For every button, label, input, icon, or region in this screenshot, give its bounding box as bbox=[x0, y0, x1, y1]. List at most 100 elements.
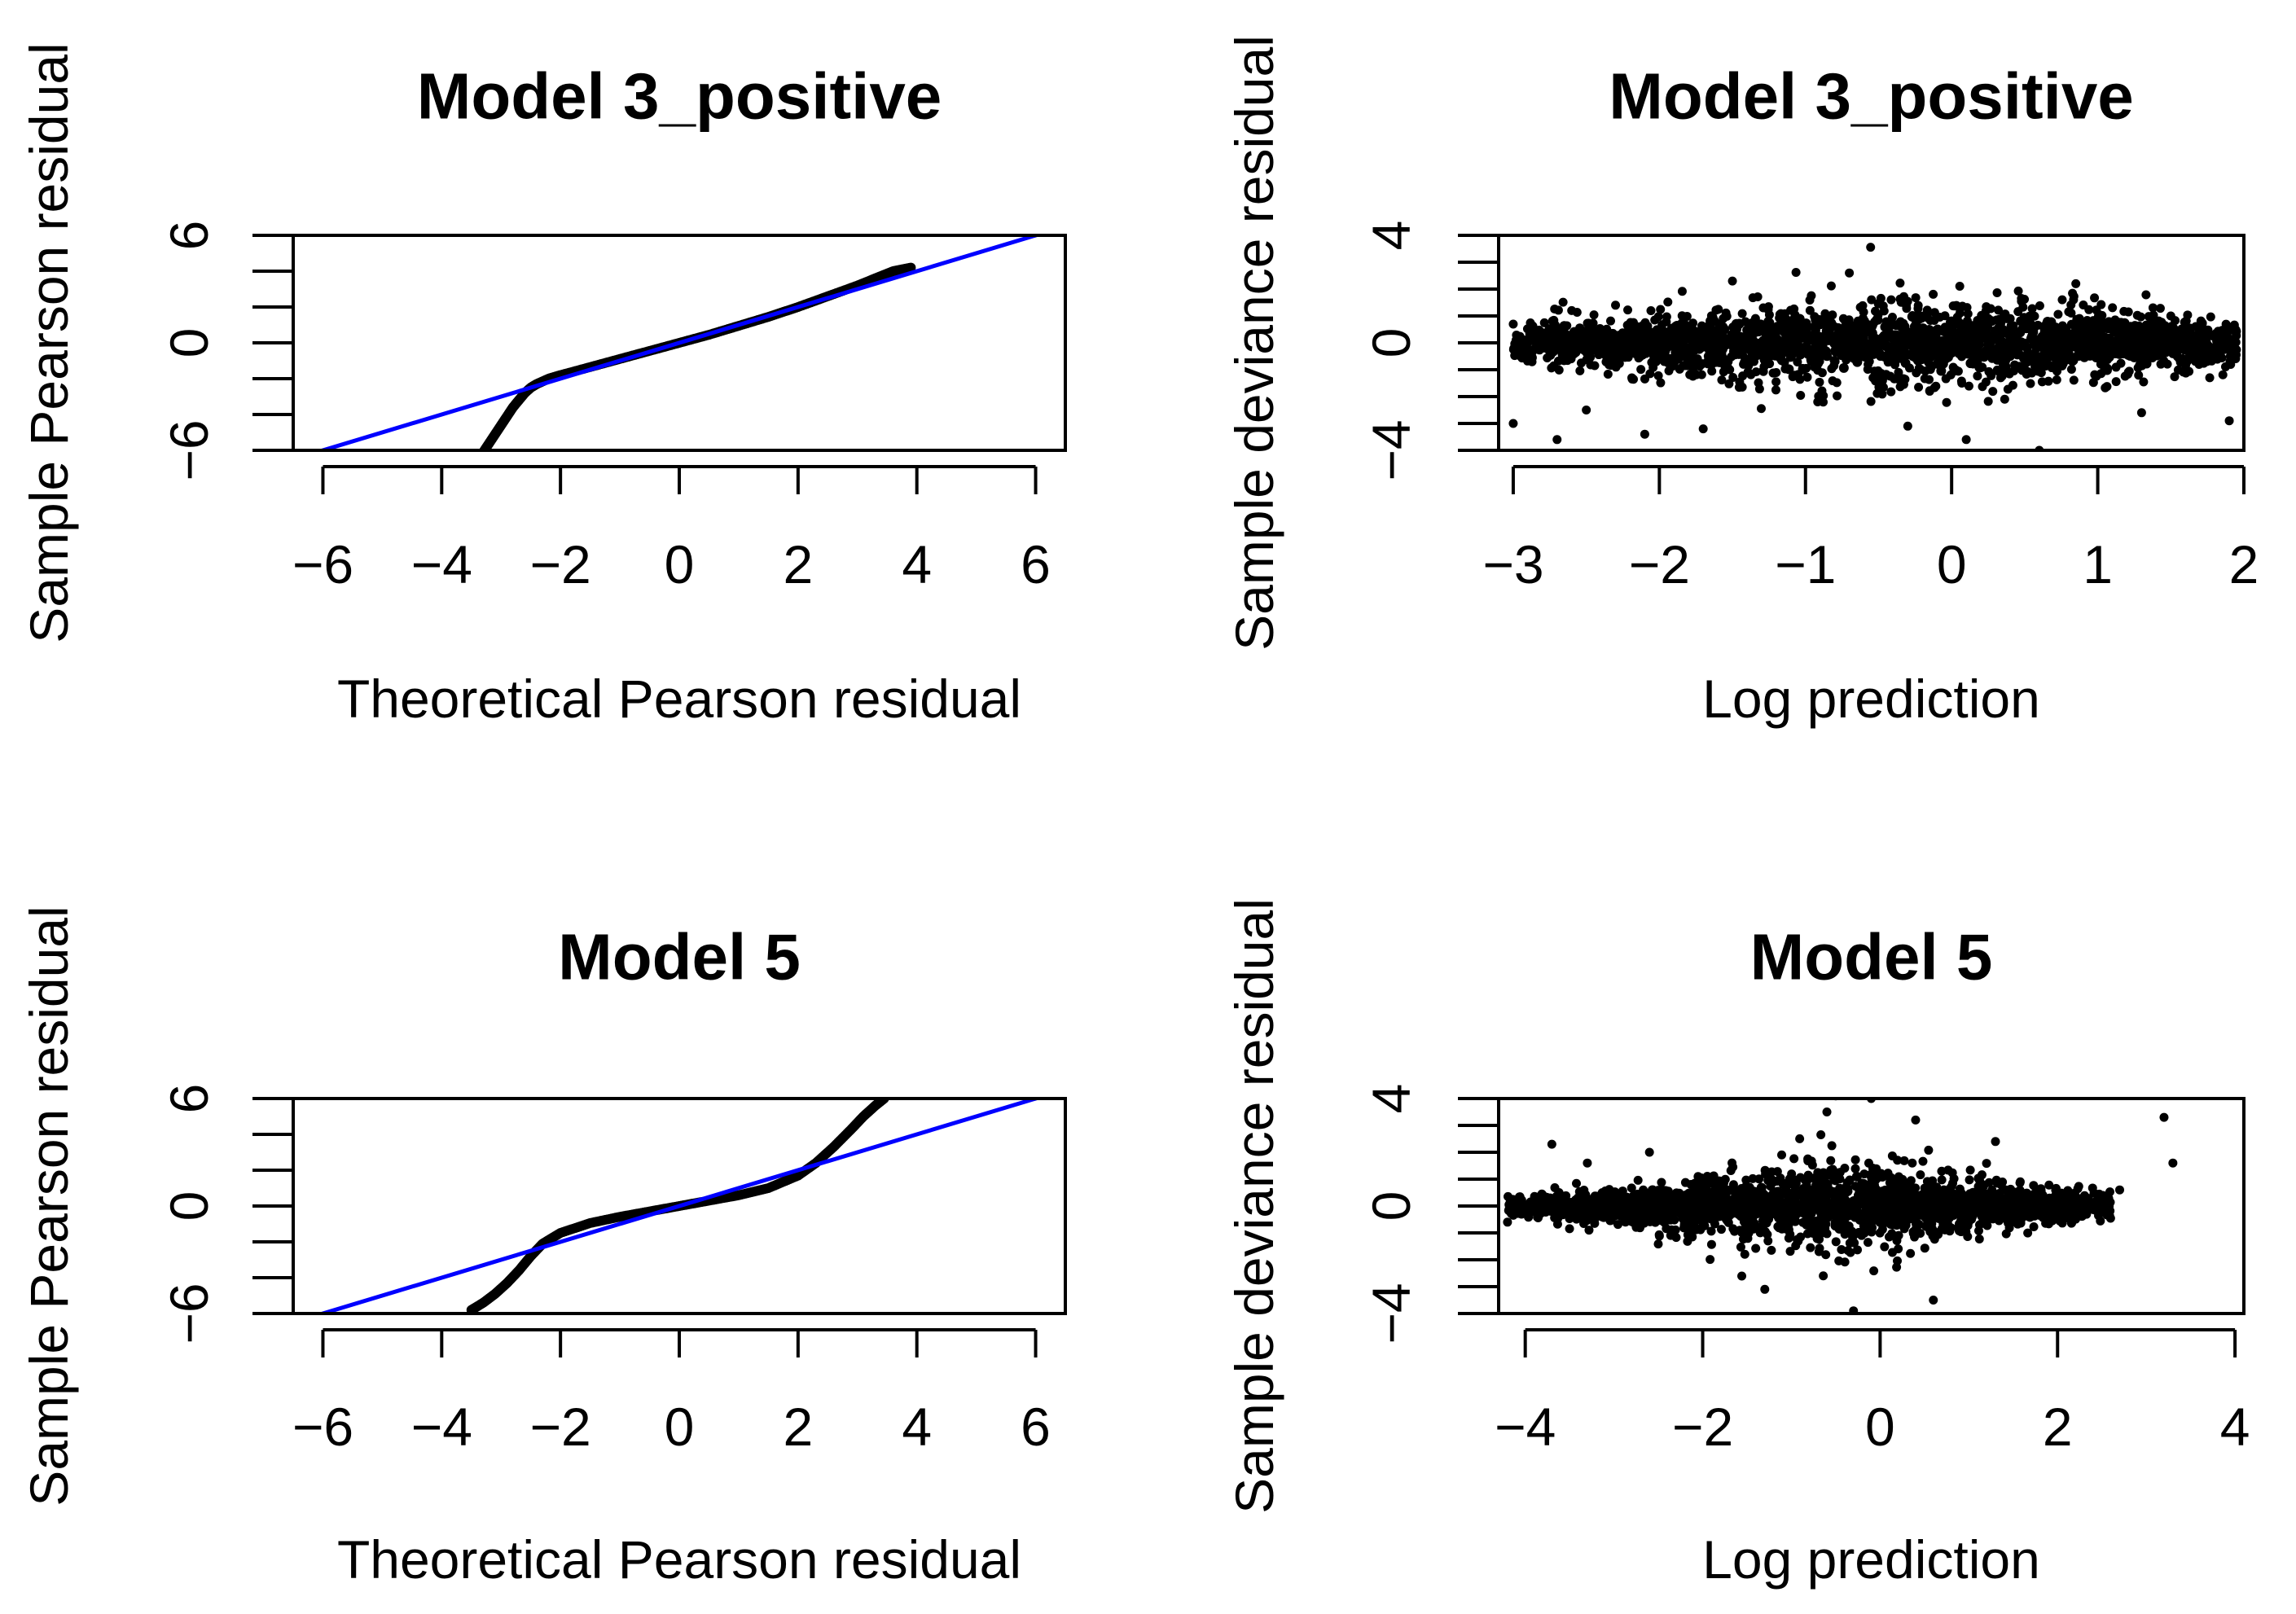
residual-point bbox=[2013, 349, 2024, 360]
residual-point bbox=[1897, 352, 1907, 362]
residual-point bbox=[2148, 303, 2158, 313]
residual-point bbox=[2156, 359, 2166, 369]
x-tick-label: −2 bbox=[1629, 534, 1690, 594]
residual-point bbox=[2193, 332, 2203, 343]
residual-point bbox=[1788, 372, 1798, 382]
x-tick-label: 2 bbox=[783, 534, 813, 594]
x-tick-label: −6 bbox=[292, 534, 353, 594]
residual-point bbox=[1994, 305, 2004, 315]
residual-point bbox=[1656, 305, 1666, 314]
residual-point bbox=[2004, 369, 2014, 379]
residual-point bbox=[2063, 341, 2074, 352]
residual-point bbox=[1686, 1179, 1696, 1189]
residual-point bbox=[2084, 347, 2095, 357]
residual-point bbox=[1894, 1173, 1904, 1183]
y-tick-label: 0 bbox=[159, 1191, 219, 1221]
residual-point bbox=[2029, 1222, 2039, 1232]
residual-point bbox=[1692, 370, 1701, 379]
residual-point bbox=[1937, 1224, 1947, 1234]
residual-point bbox=[2040, 361, 2051, 371]
residual-point bbox=[1590, 1218, 1600, 1228]
residual-point bbox=[1697, 338, 1708, 349]
residual-point bbox=[1828, 310, 1837, 320]
residual-point bbox=[2066, 365, 2076, 375]
residual-point bbox=[2101, 365, 2112, 375]
residual-point bbox=[1941, 374, 1951, 384]
residual-point bbox=[1873, 310, 1883, 320]
residual-point bbox=[1811, 315, 1820, 325]
residual-point bbox=[1925, 1182, 1934, 1191]
residual-point bbox=[1550, 1182, 1560, 1192]
residual-point bbox=[1906, 1248, 1916, 1258]
residual-point bbox=[1710, 326, 1721, 336]
residual-point bbox=[1878, 351, 1889, 362]
residual-point bbox=[2092, 336, 2102, 347]
x-tick-label: 2 bbox=[783, 1397, 813, 1457]
residual-point bbox=[1638, 321, 1648, 331]
residual-point bbox=[1891, 320, 1902, 331]
residual-point bbox=[1869, 1266, 1879, 1276]
residual-point bbox=[1697, 1173, 1706, 1183]
residual-point bbox=[1710, 1219, 1719, 1229]
residual-point bbox=[1968, 324, 1978, 335]
residual-point bbox=[1819, 1271, 1828, 1281]
residual-point bbox=[1721, 308, 1731, 318]
residual-point bbox=[1775, 314, 1785, 323]
x-tick-label: −2 bbox=[530, 1397, 591, 1457]
residual-point bbox=[2139, 377, 2149, 387]
x-axis-label: Log prediction bbox=[1702, 669, 2040, 729]
residual-point bbox=[2231, 327, 2241, 337]
residual-point bbox=[1820, 309, 1830, 318]
residual-point bbox=[2029, 356, 2039, 366]
residual-point bbox=[1665, 331, 1675, 341]
residual-point bbox=[1706, 1255, 1715, 1265]
residual-point bbox=[1606, 316, 1616, 326]
y-tick-label: 6 bbox=[159, 221, 219, 251]
residual-point bbox=[1743, 354, 1754, 365]
residual-point bbox=[1731, 318, 1741, 329]
x-axis-label: Log prediction bbox=[1702, 1529, 2040, 1590]
residual-point bbox=[1867, 328, 1877, 339]
residual-point bbox=[1648, 341, 1659, 352]
residual-point bbox=[2101, 1204, 2110, 1214]
residual-point bbox=[2155, 304, 2165, 314]
residual-point bbox=[1636, 365, 1646, 375]
residual-point bbox=[1964, 381, 1973, 391]
residual-point bbox=[1914, 382, 1924, 392]
outlier-point bbox=[2224, 416, 2234, 426]
plot-area bbox=[1503, 1099, 2178, 1314]
residual-point bbox=[2183, 310, 2193, 320]
qq-point bbox=[906, 262, 916, 273]
residual-point bbox=[1773, 344, 1784, 354]
residual-point bbox=[1605, 328, 1615, 339]
residual-point bbox=[1670, 347, 1681, 357]
residual-point bbox=[2126, 323, 2136, 334]
residual-point bbox=[1961, 339, 1972, 349]
residual-point bbox=[1933, 339, 1943, 349]
residual-point bbox=[1973, 1173, 1983, 1183]
residual-point bbox=[2194, 350, 2204, 360]
reference-line bbox=[315, 235, 1043, 450]
residual-point bbox=[1722, 336, 1732, 346]
residual-point bbox=[2170, 372, 2180, 382]
residual-point bbox=[1747, 318, 1758, 328]
residual-point bbox=[1902, 296, 1912, 306]
residual-point bbox=[1751, 1243, 1761, 1253]
residual-point bbox=[1748, 293, 1758, 303]
residual-point bbox=[1875, 1228, 1885, 1238]
residual-point bbox=[1847, 333, 1858, 344]
residual-point bbox=[2022, 342, 2032, 353]
residual-point bbox=[2115, 326, 2126, 336]
residual-point bbox=[1803, 335, 1814, 345]
outlier-point bbox=[2166, 311, 2175, 321]
residual-point bbox=[2203, 344, 2213, 354]
residual-point bbox=[1716, 342, 1727, 353]
residual-point bbox=[1973, 371, 1982, 381]
residual-point bbox=[1796, 391, 1806, 401]
residual-point bbox=[1629, 375, 1639, 384]
y-tick-label: 4 bbox=[1361, 1084, 1421, 1114]
residual-point bbox=[2039, 345, 2050, 356]
outlier-point bbox=[1727, 276, 1737, 286]
residual-point bbox=[2128, 338, 2139, 349]
